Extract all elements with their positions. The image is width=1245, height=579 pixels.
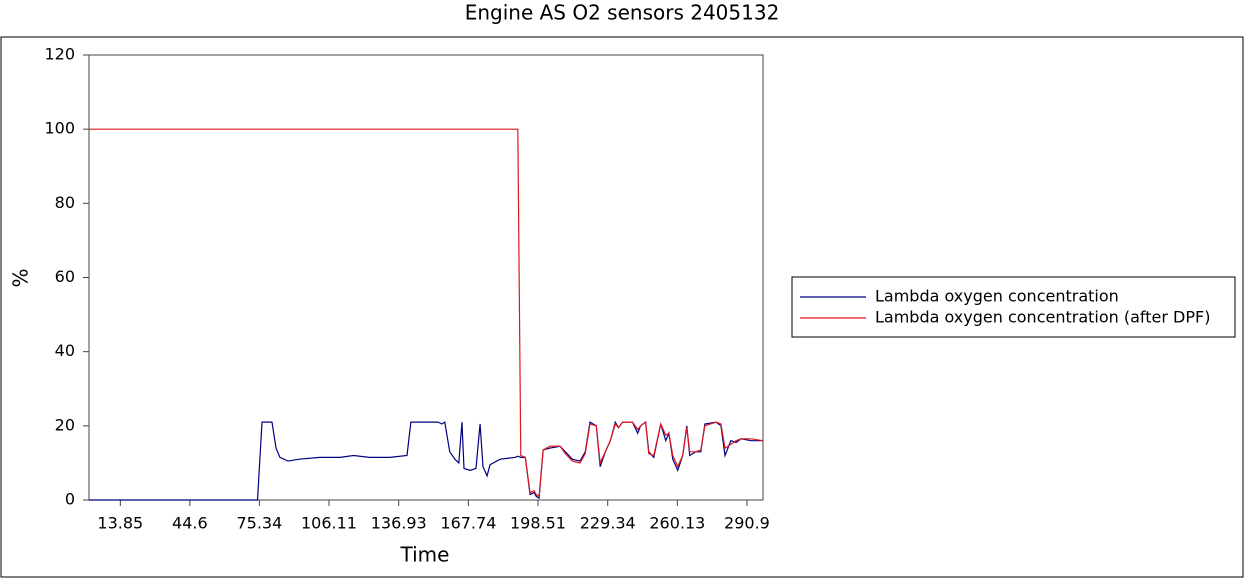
x-tick-label: 136.93 [371,514,427,533]
y-tick-label: 120 [44,45,75,64]
chart-title: Engine AS O2 sensors 2405132 [465,1,780,25]
x-tick-label: 260.13 [649,514,705,533]
legend-label: Lambda oxygen concentration (after DPF) [875,308,1210,327]
series-line [89,128,764,498]
x-tick-label: 229.34 [580,514,636,533]
y-tick-label: 0 [65,490,75,509]
frame [0,36,1244,578]
legend [791,276,1236,338]
legend-label: Lambda oxygen concentration [875,287,1119,306]
plot-area [88,54,764,501]
x-tick-label: 75.34 [236,514,282,533]
x-tick-label: 13.85 [97,514,143,533]
x-tick-label: 106.11 [301,514,357,533]
x-tick-label: 44.6 [172,514,208,533]
x-axis-label: Time [400,543,450,567]
y-tick-label: 20 [55,415,75,434]
y-tick-label: 40 [55,341,75,360]
y-axis-label: % [9,268,33,287]
x-tick-label: 290.9 [724,514,770,533]
y-tick-label: 100 [44,119,75,138]
y-tick-label: 60 [55,267,75,286]
x-tick-label: 167.74 [440,514,496,533]
y-tick-label: 80 [55,193,75,212]
x-tick-label: 198.51 [510,514,566,533]
series-line [89,420,763,501]
